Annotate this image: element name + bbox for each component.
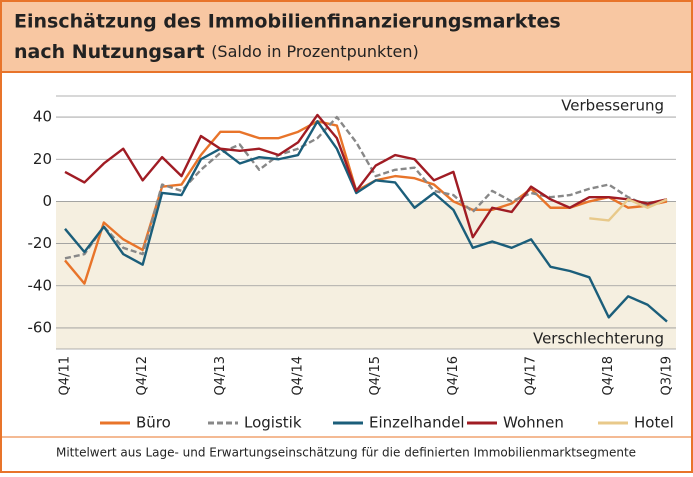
y-tick-label: -60	[28, 318, 53, 336]
y-tick-label: 0	[42, 192, 52, 210]
y-tick-label: -40	[28, 276, 53, 294]
chart-title: nach Nutzungsart (Saldo in Prozentpunkte…	[14, 41, 419, 63]
x-tick-label: Q4/12	[135, 356, 150, 395]
footnote: Mittelwert aus Lage- und Erwartungseinsc…	[56, 446, 636, 460]
chart-title: Einschätzung des Immobilienfinanzierungs…	[14, 11, 561, 33]
x-tick-label: Q4/11	[58, 356, 73, 395]
series-line	[64, 120, 668, 323]
legend-label: Einzelhandel	[369, 414, 465, 432]
x-tick-label: Q3/19	[660, 356, 675, 395]
x-tick-label: Q4/17	[524, 356, 539, 395]
annotation: Verschlechterung	[533, 330, 664, 348]
legend-label: Hotel	[634, 414, 674, 432]
header	[2, 2, 691, 72]
legend-label: Logistik	[244, 414, 302, 432]
subtitle: (Saldo in Prozentpunkten)	[211, 42, 419, 61]
series-line	[64, 113, 668, 239]
x-tick-label: Q4/14	[291, 356, 306, 395]
series-line	[589, 198, 668, 222]
x-tick-label: Q4/13	[213, 356, 228, 395]
y-tick-label: -20	[28, 234, 53, 252]
legend-label: Wohnen	[503, 414, 564, 432]
y-tick-label: 20	[33, 150, 52, 168]
x-tick-label: Q4/15	[368, 356, 383, 395]
x-tick-label: Q4/18	[601, 356, 616, 395]
y-tick-label: 40	[33, 108, 52, 126]
legend-label: Büro	[136, 414, 171, 432]
x-tick-label: Q4/16	[446, 356, 461, 395]
annotation: Verbesserung	[561, 97, 664, 115]
title-line: nach Nutzungsart	[14, 41, 205, 63]
negative-band	[56, 201, 676, 349]
